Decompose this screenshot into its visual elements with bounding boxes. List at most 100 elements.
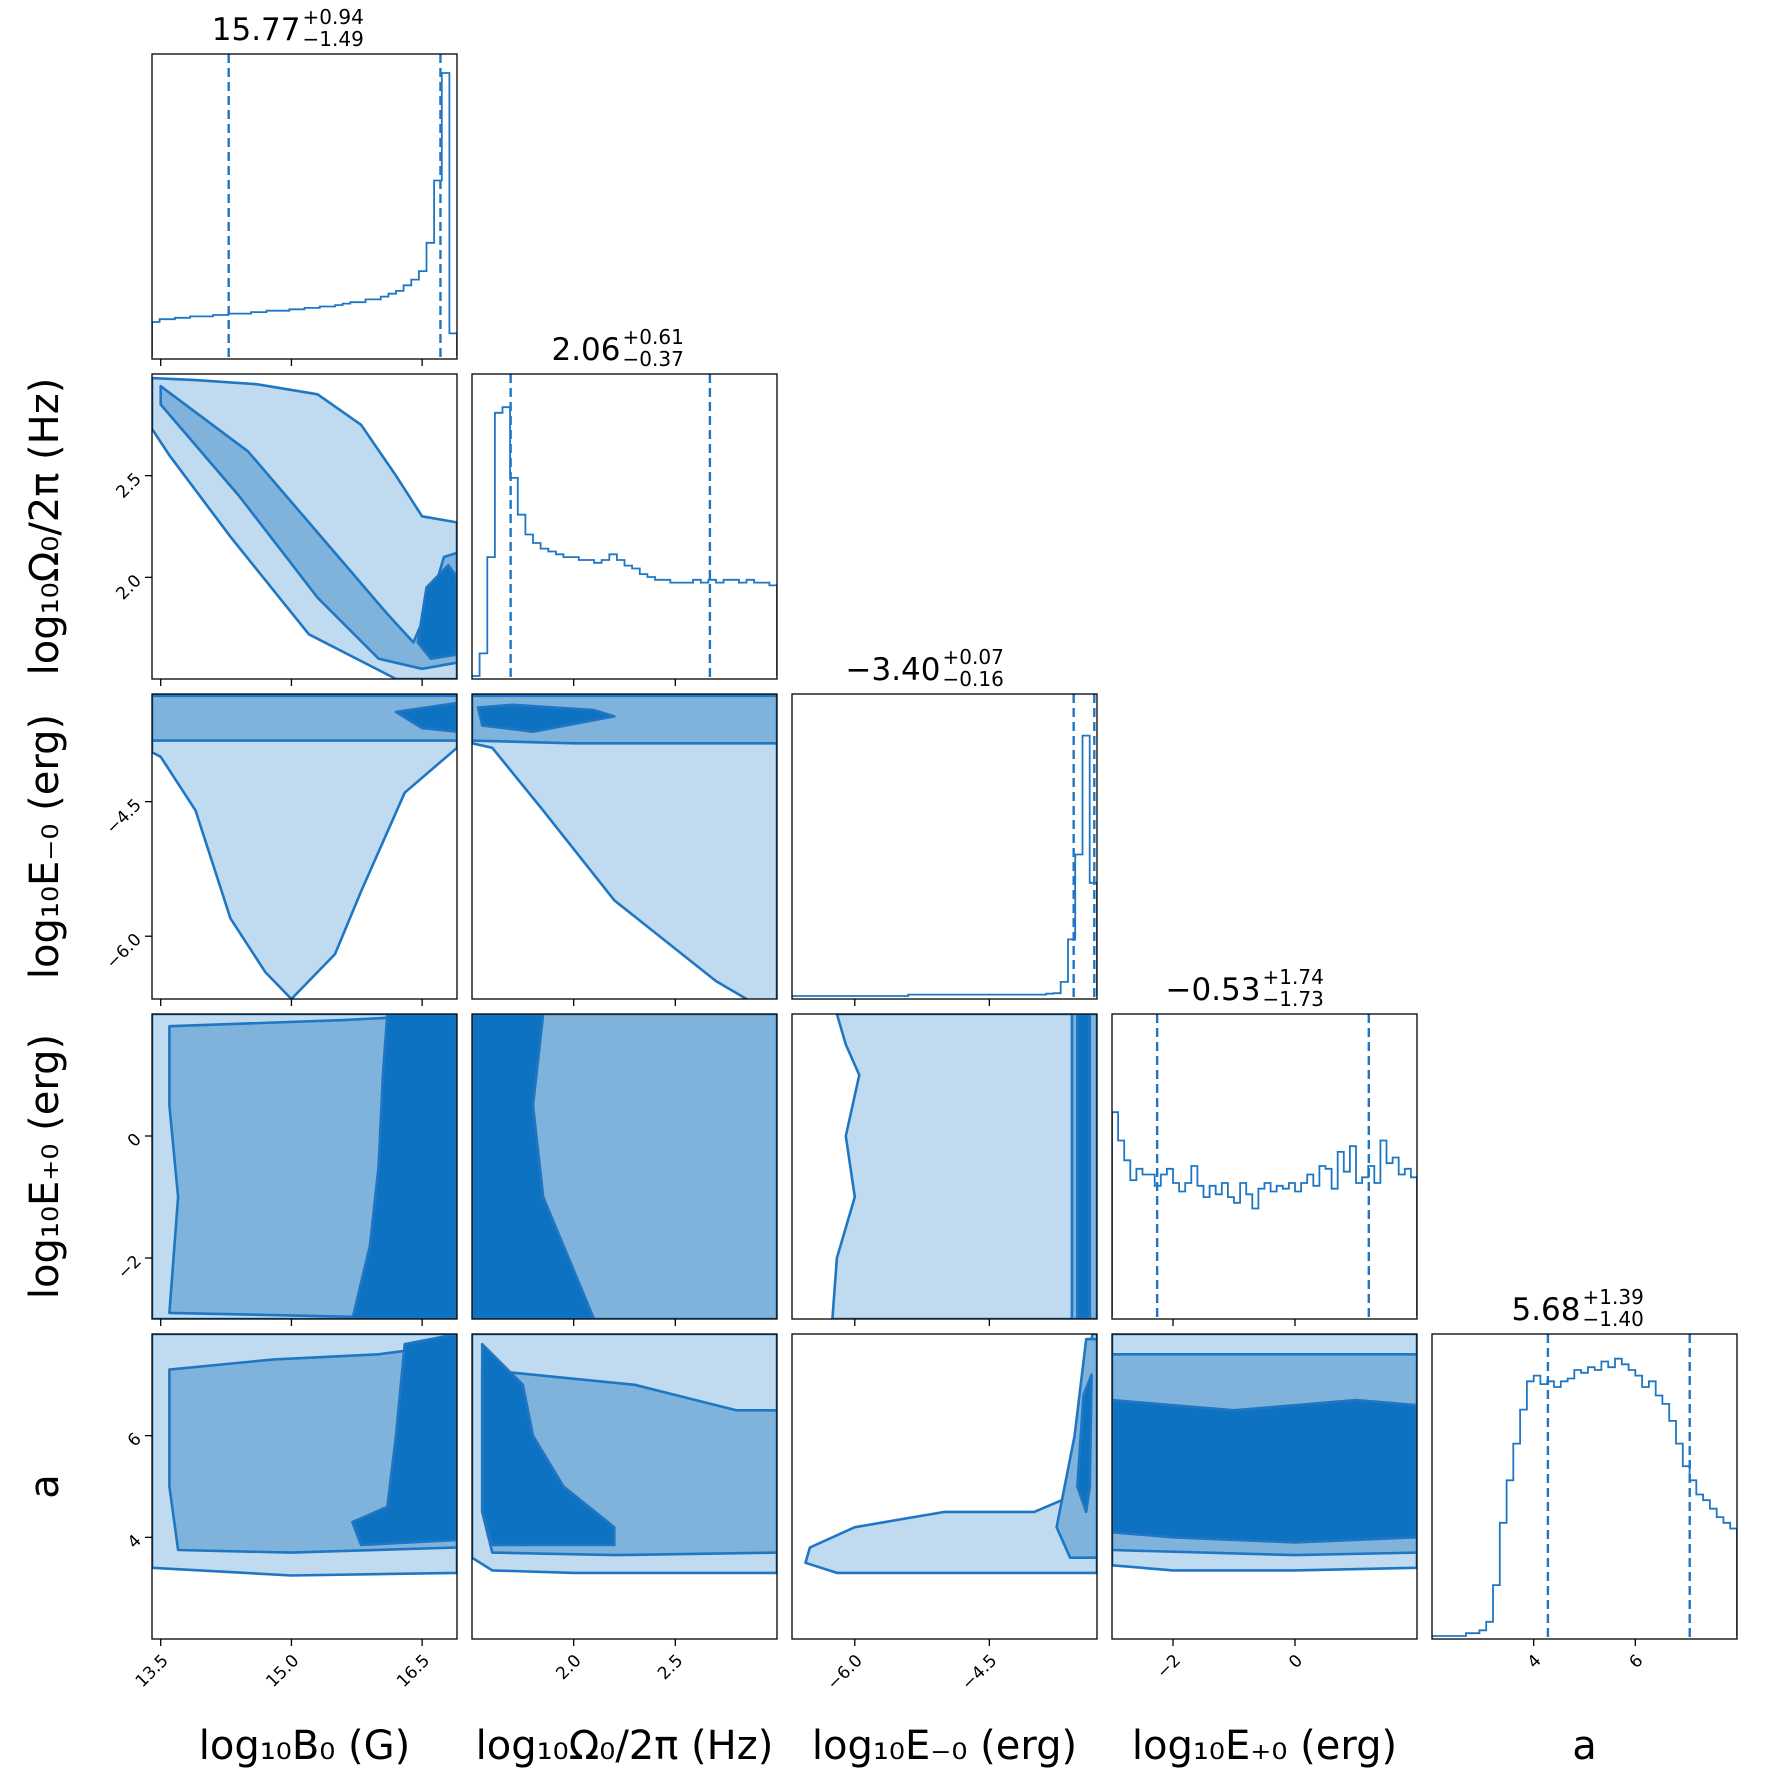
x-axis-label-Eplus0: log₁₀E₊₀ (erg) bbox=[1132, 1723, 1397, 1769]
panel-frame-2-1 bbox=[471, 693, 778, 1000]
panel-frame-4-0 bbox=[151, 1333, 458, 1640]
panel-Eplus0-vs-Eminus0 bbox=[831, 1014, 1097, 1319]
panel-frame-4-4 bbox=[1431, 1333, 1738, 1640]
y-tick-label-a-0: 4 bbox=[124, 1531, 146, 1553]
panel-frame-4-1 bbox=[471, 1333, 778, 1640]
title-plus-Eplus0: +1.74 bbox=[1263, 965, 1324, 989]
title-minus-B0: −1.49 bbox=[303, 27, 364, 51]
x-tick-label-Eplus0-1: 0 bbox=[1285, 1651, 1307, 1673]
y-axis-label-Eminus0: log₁₀E₋₀ (erg) bbox=[22, 714, 68, 979]
contour-inner-Eplus0-vs-Omega0 bbox=[472, 1014, 596, 1319]
contour-outer-Eminus0-vs-B0 bbox=[152, 694, 457, 999]
panel-a-vs-Eminus0 bbox=[804, 1334, 1097, 1575]
x-tick-label-Eminus0-0: −6.0 bbox=[823, 1651, 866, 1694]
title-plus-B0: +0.94 bbox=[303, 5, 364, 29]
contour-inner-a-vs-Omega0 bbox=[480, 1342, 616, 1547]
x-axis-label-B0: log₁₀B₀ (G) bbox=[199, 1723, 410, 1769]
contour-inner-Eminus0-vs-Omega0 bbox=[476, 703, 616, 733]
panel-frame-3-1 bbox=[471, 1013, 778, 1320]
x-tick-label-Omega0-0: 2.0 bbox=[552, 1651, 585, 1684]
title-median-a: 5.68 bbox=[1511, 1292, 1580, 1328]
panel-frame-3-3 bbox=[1111, 1013, 1418, 1320]
title-median-Omega0: 2.06 bbox=[551, 332, 620, 368]
y-tick-label-Eminus0-0: −6.0 bbox=[102, 930, 145, 973]
y-tick-label-Eplus0-0: −2 bbox=[114, 1252, 146, 1284]
contour-inner-Omega0-vs-B0 bbox=[416, 563, 457, 660]
panel-frame-2-0 bbox=[151, 693, 458, 1000]
contour-inner-Eplus0-vs-Eminus0 bbox=[1076, 1014, 1092, 1319]
x-tick-label-a-0: 4 bbox=[1524, 1651, 1546, 1673]
title-Omega0: 2.06 +0.61−0.37 bbox=[551, 325, 683, 371]
title-plus-Omega0: +0.61 bbox=[623, 325, 684, 349]
x-tick-label-B0-1: 15.0 bbox=[262, 1651, 303, 1692]
y-tick-label-a-1: 6 bbox=[124, 1429, 146, 1451]
x-tick-label-Omega0-1: 2.5 bbox=[654, 1651, 687, 1684]
contour-outer-Eminus0-vs-Omega0 bbox=[472, 694, 777, 999]
contour-outer-a-vs-Eminus0 bbox=[804, 1334, 1097, 1575]
hist-panel-Eminus0 bbox=[792, 694, 1097, 999]
title-median-B0: 15.77 bbox=[212, 12, 301, 48]
title-Eplus0: −0.53 +1.74−1.73 bbox=[1166, 965, 1324, 1011]
contour-outer-Eplus0-vs-Eminus0 bbox=[831, 1014, 1097, 1319]
y-tick-label-Eminus0-1: −4.5 bbox=[102, 795, 145, 838]
title-B0: 15.77 +0.94−1.49 bbox=[212, 5, 364, 51]
panel-frame-4-3 bbox=[1111, 1333, 1418, 1640]
x-tick-label-Eminus0-1: −4.5 bbox=[958, 1651, 1001, 1694]
hist-panel-Eplus0 bbox=[1112, 1014, 1417, 1319]
title-plus-Eminus0: +0.07 bbox=[943, 645, 1004, 669]
panel-frame-1-0 bbox=[151, 373, 458, 680]
x-axis-label-Eminus0: log₁₀E₋₀ (erg) bbox=[812, 1723, 1077, 1769]
panel-a-vs-B0 bbox=[152, 1334, 457, 1577]
contour-inner-Eplus0-vs-B0 bbox=[351, 1014, 457, 1319]
y-tick-label-Eplus0-1: 0 bbox=[124, 1130, 146, 1152]
panel-a-vs-Omega0 bbox=[472, 1334, 777, 1575]
panel-frame-4-2 bbox=[791, 1333, 1098, 1640]
title-Eminus0: −3.40 +0.07−0.16 bbox=[846, 645, 1004, 691]
histogram-Eminus0 bbox=[792, 734, 1097, 997]
contour-middle-a-vs-B0 bbox=[168, 1342, 457, 1554]
panel-a-vs-Eplus0 bbox=[1112, 1334, 1417, 1572]
x-tick-label-a-1: 6 bbox=[1625, 1651, 1647, 1673]
x-axis-label-a: a bbox=[1572, 1723, 1597, 1769]
x-tick-label-Eplus0-0: −2 bbox=[1153, 1651, 1185, 1683]
panel-frame-3-2 bbox=[791, 1013, 1098, 1320]
panel-Eminus0-vs-B0 bbox=[152, 694, 457, 999]
y-axis-label-Eplus0: log₁₀E₊₀ (erg) bbox=[22, 1034, 68, 1299]
panel-frame-0-0 bbox=[151, 53, 458, 360]
panel-Omega0-vs-B0 bbox=[152, 376, 457, 679]
histogram-a bbox=[1432, 1357, 1737, 1637]
x-tick-label-B0-2: 16.5 bbox=[393, 1651, 434, 1692]
contour-middle-Omega0-vs-B0 bbox=[159, 384, 457, 671]
hist-panel-Omega0 bbox=[472, 374, 777, 679]
title-median-Eplus0: −0.53 bbox=[1166, 972, 1261, 1008]
panel-Eminus0-vs-Omega0 bbox=[472, 694, 777, 999]
title-a: 5.68 +1.39−1.40 bbox=[1511, 1285, 1643, 1331]
panel-frame-2-2 bbox=[791, 693, 1098, 1000]
y-tick-label-Omega0-1: 2.5 bbox=[112, 469, 145, 502]
x-axis-label-Omega0: log₁₀Ω₀/2π (Hz) bbox=[476, 1723, 774, 1769]
contour-inner-a-vs-B0 bbox=[351, 1334, 457, 1547]
title-minus-Omega0: −0.37 bbox=[623, 347, 684, 371]
y-axis-label-Omega0: log₁₀Ω₀/2π (Hz) bbox=[22, 378, 68, 676]
title-median-Eminus0: −3.40 bbox=[846, 652, 941, 688]
title-minus-Eplus0: −1.73 bbox=[1263, 987, 1324, 1011]
title-minus-a: −1.40 bbox=[1583, 1307, 1644, 1331]
panel-frame-3-0 bbox=[151, 1013, 458, 1320]
x-tick-label-B0-0: 13.5 bbox=[132, 1651, 173, 1692]
panel-frame-1-1 bbox=[471, 373, 778, 680]
title-plus-a: +1.39 bbox=[1583, 1285, 1644, 1309]
contour-inner-a-vs-Eplus0 bbox=[1112, 1398, 1417, 1544]
histogram-Omega0 bbox=[472, 406, 777, 677]
contour-inner-Eminus0-vs-B0 bbox=[394, 701, 457, 733]
hist-panel-B0 bbox=[152, 54, 457, 359]
hist-panel-a bbox=[1432, 1334, 1737, 1639]
panel-Eplus0-vs-B0 bbox=[152, 1014, 457, 1319]
contour-middle-Eminus0-vs-B0 bbox=[152, 694, 457, 742]
contour-inner-a-vs-Eminus0 bbox=[1076, 1373, 1093, 1514]
y-tick-label-Omega0-0: 2.0 bbox=[112, 571, 145, 604]
title-minus-Eminus0: −0.16 bbox=[943, 667, 1004, 691]
y-axis-label-a: a bbox=[22, 1474, 68, 1499]
histogram-B0 bbox=[152, 72, 457, 356]
panel-Eplus0-vs-Omega0 bbox=[472, 1014, 777, 1319]
